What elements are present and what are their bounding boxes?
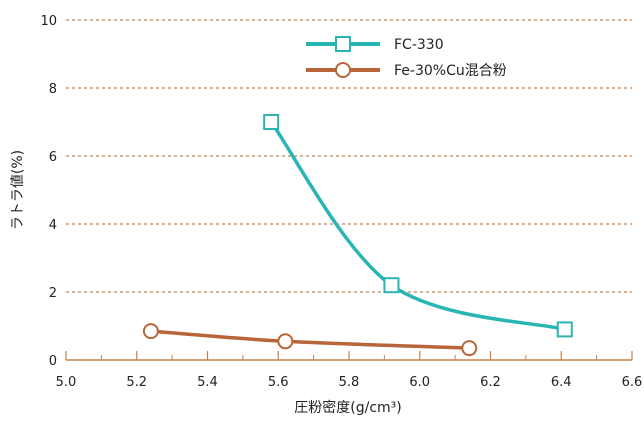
data-point bbox=[383, 277, 400, 294]
data-point bbox=[277, 333, 294, 350]
y-tick-labels: 0 2 4 6 8 10 bbox=[40, 14, 57, 369]
legend-marker bbox=[335, 36, 351, 52]
x-tick-label: 6.0 bbox=[409, 375, 430, 390]
x-tick-label: 6.2 bbox=[480, 375, 501, 390]
data-point bbox=[461, 340, 478, 357]
legend: FC-330 Fe-30%Cu混合粉 bbox=[306, 36, 507, 79]
x-tick-label: 5.0 bbox=[56, 375, 77, 390]
y-tick-label: 6 bbox=[49, 150, 57, 165]
x-tick-label: 5.6 bbox=[268, 375, 289, 390]
grid-lines bbox=[66, 19, 632, 293]
legend-label: Fe-30%Cu混合粉 bbox=[394, 63, 507, 79]
y-tick-label: 8 bbox=[49, 82, 57, 97]
series bbox=[142, 114, 573, 357]
y-tick-label: 4 bbox=[49, 218, 57, 233]
x-tick-label: 6.4 bbox=[551, 375, 572, 390]
series-line-2 bbox=[150, 329, 470, 350]
y-tick-label: 10 bbox=[40, 14, 57, 29]
x-axis-title: 圧粉密度(g/cm³) bbox=[294, 399, 401, 416]
x-tick-label: 6.6 bbox=[622, 375, 643, 390]
y-tick-label: 0 bbox=[49, 354, 57, 369]
data-point bbox=[556, 321, 573, 338]
axes bbox=[65, 351, 633, 361]
x-tick-label: 5.8 bbox=[339, 375, 360, 390]
x-tick-label: 5.4 bbox=[197, 375, 218, 390]
x-tick-labels: 5.0 5.2 5.4 5.6 5.8 6.0 6.2 6.4 6.6 bbox=[56, 375, 643, 390]
legend-marker bbox=[335, 62, 351, 78]
x-tick-label: 5.2 bbox=[126, 375, 147, 390]
data-point bbox=[263, 114, 280, 130]
data-point bbox=[142, 323, 159, 340]
y-tick-label: 2 bbox=[49, 286, 57, 301]
series-line-1 bbox=[269, 120, 566, 332]
y-axis-title: ラトラ値(%) bbox=[10, 150, 26, 230]
legend-label: FC-330 bbox=[394, 37, 444, 53]
